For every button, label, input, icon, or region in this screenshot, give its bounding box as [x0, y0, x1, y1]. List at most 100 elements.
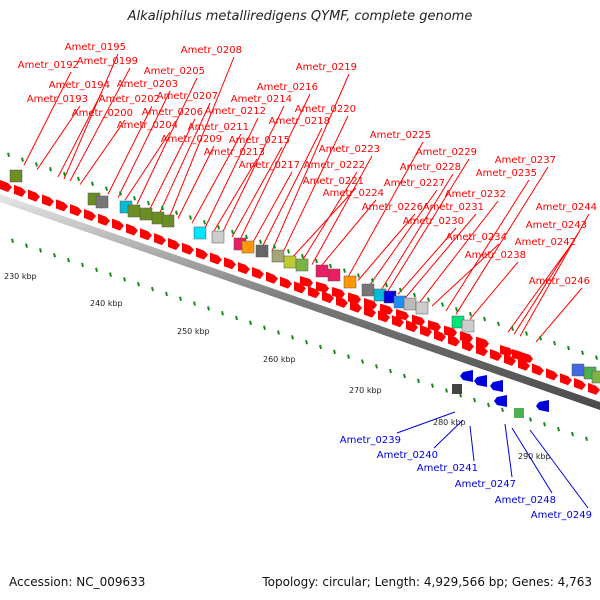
scale-tick — [277, 330, 280, 335]
scale-tick — [77, 176, 80, 182]
scale-tick — [315, 258, 318, 264]
scale-tick — [417, 378, 420, 384]
genome-backbone — [0, 194, 600, 410]
gene-label: Ametr_0204 — [117, 120, 178, 131]
gene-label: Ametr_0214 — [231, 94, 292, 105]
scale-tick — [21, 157, 24, 162]
label-connector-line — [169, 56, 235, 216]
feature-box — [315, 264, 329, 278]
scale-tick — [427, 297, 430, 302]
scale-tick — [161, 205, 164, 211]
scale-tick — [431, 383, 434, 388]
scale-label: 230 kbp — [4, 272, 37, 281]
scale-tick — [501, 407, 504, 413]
reverse-gene-arrow — [460, 370, 473, 382]
label-connector-line — [396, 411, 456, 434]
label-connector-line — [469, 425, 475, 462]
scale-tick — [175, 210, 178, 215]
scale-tick — [571, 431, 574, 437]
feature-box — [139, 207, 153, 221]
gene-label: Ametr_0193 — [27, 94, 88, 105]
forward-gene-arrow — [392, 315, 404, 328]
forward-gene-arrow — [84, 208, 96, 221]
feature-box — [9, 169, 23, 183]
gene-label: Ametr_0212 — [205, 106, 266, 117]
gene-label: Ametr_0247 — [455, 479, 516, 490]
gene-label: Ametr_0216 — [257, 82, 318, 93]
forward-gene-arrow — [364, 305, 376, 318]
forward-gene-arrow — [294, 281, 306, 294]
scale-tick — [539, 336, 542, 341]
scale-tick — [49, 167, 52, 172]
forward-gene-arrow — [14, 184, 26, 197]
label-connector-line — [159, 102, 211, 213]
forward-gene-arrow — [112, 218, 124, 231]
forward-gene-arrow — [448, 334, 460, 347]
gene-label: Ametr_0206 — [142, 107, 203, 118]
gene-label: Ametr_0205 — [144, 66, 205, 77]
forward-gene-arrow — [588, 382, 600, 395]
forward-gene-arrow — [140, 228, 152, 241]
gene-label: Ametr_0234 — [446, 232, 507, 243]
label-connector-line — [319, 199, 377, 268]
forward-gene-arrow — [238, 262, 250, 275]
scale-tick — [357, 273, 360, 278]
label-lines — [23, 53, 590, 509]
forward-gene-arrow — [210, 252, 222, 265]
scale-tick — [193, 301, 196, 306]
forward-gene-arrow — [196, 247, 208, 260]
scale-tick — [385, 282, 388, 288]
feature-box — [461, 319, 475, 333]
scale-tick — [25, 243, 28, 248]
scale-tick — [91, 181, 94, 186]
forward-gene-arrow — [280, 276, 292, 289]
label-connector-line — [507, 248, 569, 333]
label-connector-line — [529, 429, 589, 509]
forward-gene-arrow — [336, 295, 348, 308]
gene-label: Ametr_0208 — [181, 45, 242, 56]
scale-tick — [319, 344, 322, 350]
label-connector-line — [469, 261, 519, 320]
label-connector-line — [261, 127, 323, 248]
forward-gene-arrow — [420, 324, 432, 337]
forward-gene-arrow — [364, 298, 377, 310]
label-connector-line — [191, 133, 242, 224]
scale-tick — [445, 388, 448, 393]
label-connector-line — [57, 91, 103, 178]
label-connector-line — [291, 187, 357, 259]
scale-tick — [35, 162, 38, 167]
scale-tick — [259, 239, 262, 244]
label-connector-line — [511, 427, 553, 494]
label-connector-line — [281, 115, 349, 255]
scale-tick — [567, 345, 570, 351]
label-connector-line — [213, 158, 258, 232]
scale-tick — [39, 248, 42, 253]
scale-tick — [151, 286, 154, 292]
forward-gene-arrow — [224, 257, 236, 270]
forward-gene-arrow — [70, 204, 82, 217]
scale-tick — [147, 200, 150, 206]
scale-tick — [347, 354, 350, 359]
scale-tick — [119, 191, 122, 196]
forward-gene-arrow — [266, 271, 278, 284]
label-connector-line — [455, 166, 549, 315]
scale-tick — [473, 397, 476, 403]
gene-label: Ametr_0192 — [18, 60, 79, 71]
gene-label: Ametr_0248 — [495, 495, 556, 506]
feature-box — [361, 283, 375, 297]
scale-tick — [595, 355, 598, 360]
scale-tick — [371, 278, 374, 283]
gene-label: Ametr_0243 — [526, 220, 587, 231]
forward-gene-arrow — [444, 325, 457, 337]
scale-tick — [497, 321, 500, 327]
label-connector-line — [419, 200, 499, 303]
label-connector-line — [204, 117, 259, 228]
gene-label: Ametr_0235 — [476, 168, 537, 179]
scale-tick — [487, 402, 490, 408]
label-connector-line — [23, 71, 72, 166]
label-connector-line — [405, 213, 477, 298]
feature-box — [295, 258, 309, 272]
gene-label: Ametr_0211 — [188, 122, 249, 133]
label-connector-line — [433, 419, 464, 449]
gene-label: Ametr_0225 — [370, 130, 431, 141]
